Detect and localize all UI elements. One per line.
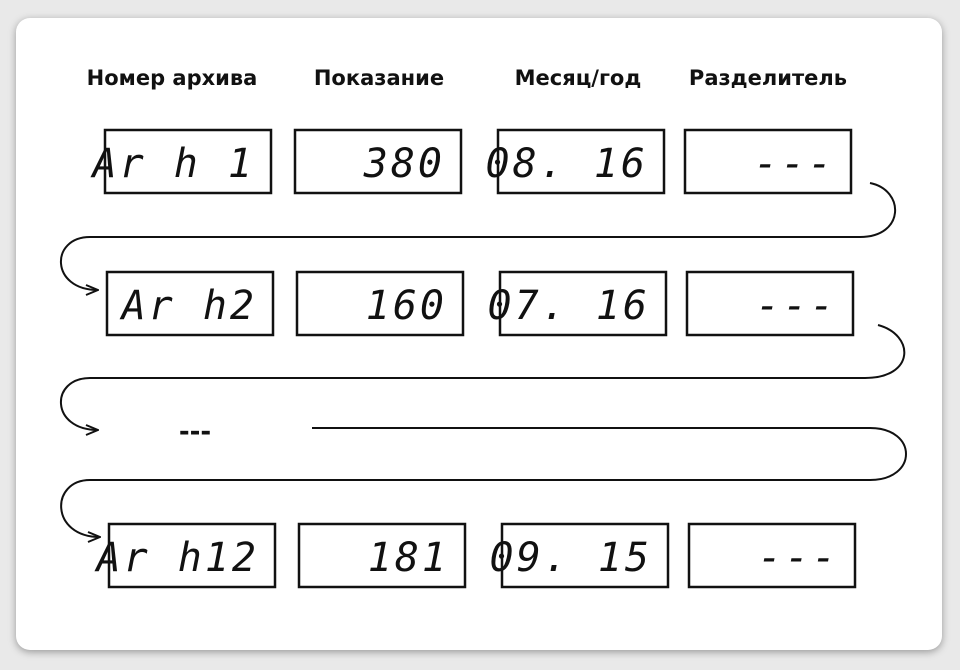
separator-display-value: --- [754, 141, 835, 187]
separator-display [687, 522, 857, 589]
header-archive-number: Номер архива [87, 66, 258, 90]
month-year-display-value: 09. 15 [490, 535, 653, 581]
month-year-display [500, 522, 670, 589]
separator-display-value: --- [756, 283, 837, 329]
separator-display-value: --- [758, 535, 839, 581]
month-year-display-value: 08. 16 [486, 141, 649, 187]
month-year-display [496, 128, 666, 195]
separator-display [685, 270, 855, 337]
archive-number-display-value: Ar h 1 [90, 141, 256, 187]
archive-number-display-value: Ar h12 [94, 535, 260, 581]
month-year-display [498, 270, 668, 337]
reading-display [293, 128, 463, 195]
archive-number-display [107, 522, 277, 589]
archive-number-display [103, 128, 273, 195]
header-reading: Показание [314, 66, 444, 90]
header-separator: Разделитель [689, 66, 847, 90]
connector-arrow [60, 324, 906, 430]
reading-display-value: 160 [366, 283, 447, 329]
reading-display [295, 270, 465, 337]
separator-display [683, 128, 853, 195]
header-month-year: Месяц/год [515, 66, 642, 90]
archive-number-display-value: Ar h2 [119, 283, 257, 329]
archive-number-display [105, 270, 275, 337]
connector-arrow [60, 427, 907, 537]
reading-display [297, 522, 467, 589]
reading-display-value: 181 [368, 535, 449, 581]
ellipsis-row: --- [179, 417, 211, 447]
month-year-display-value: 07. 16 [488, 283, 651, 329]
connector-arrow [60, 182, 896, 290]
reading-display-value: 380 [363, 141, 445, 187]
